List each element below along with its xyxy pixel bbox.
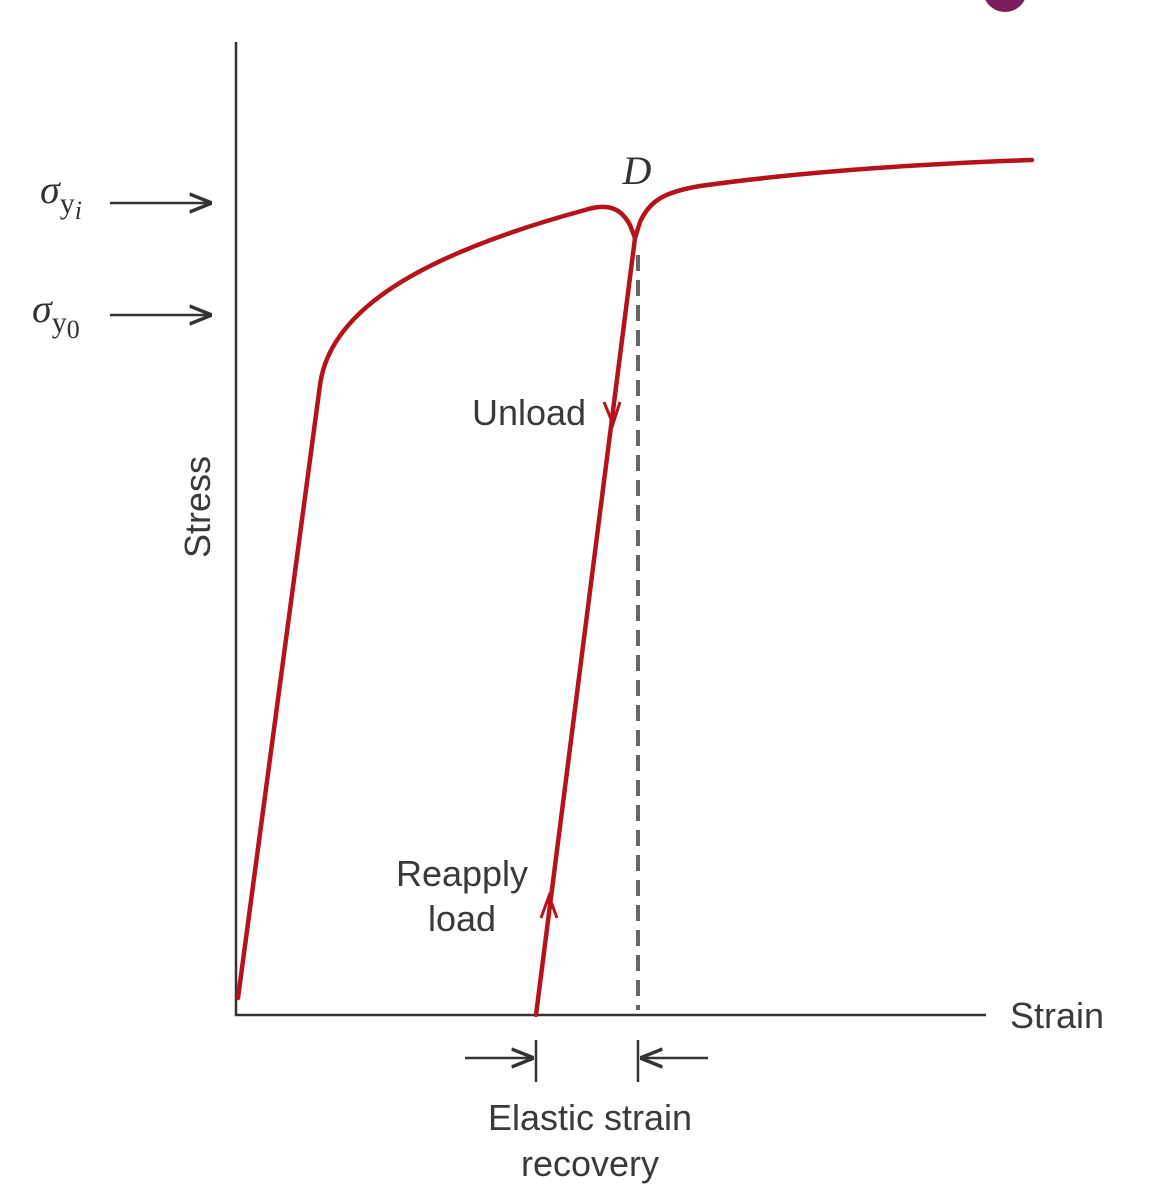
reapply-arrowhead: [539, 891, 559, 919]
symbol: σ: [32, 286, 53, 331]
index: 0: [67, 315, 80, 344]
reapply-label: Reapply: [396, 853, 528, 894]
unload-arrowhead: [602, 401, 622, 429]
unload-line: [533, 235, 638, 1018]
yield-label: σy0: [32, 286, 80, 344]
stress-strain-curve: [235, 157, 1035, 1001]
x-axis-label: Strain: [1010, 995, 1104, 1036]
unload-label: Unload: [472, 392, 586, 433]
subscript: y: [60, 187, 75, 220]
subscript: y: [52, 306, 67, 339]
symbol: σ: [40, 167, 61, 212]
y-axis-label: Stress: [177, 456, 218, 558]
index: i: [75, 196, 82, 225]
recovery-label: recovery: [521, 1143, 659, 1184]
yield-label: σyi: [40, 167, 82, 225]
recovery-label: Elastic strain: [488, 1097, 692, 1138]
reapply-label: load: [428, 898, 496, 939]
point-label: D: [622, 148, 652, 193]
corner-badge: [985, 0, 1025, 12]
